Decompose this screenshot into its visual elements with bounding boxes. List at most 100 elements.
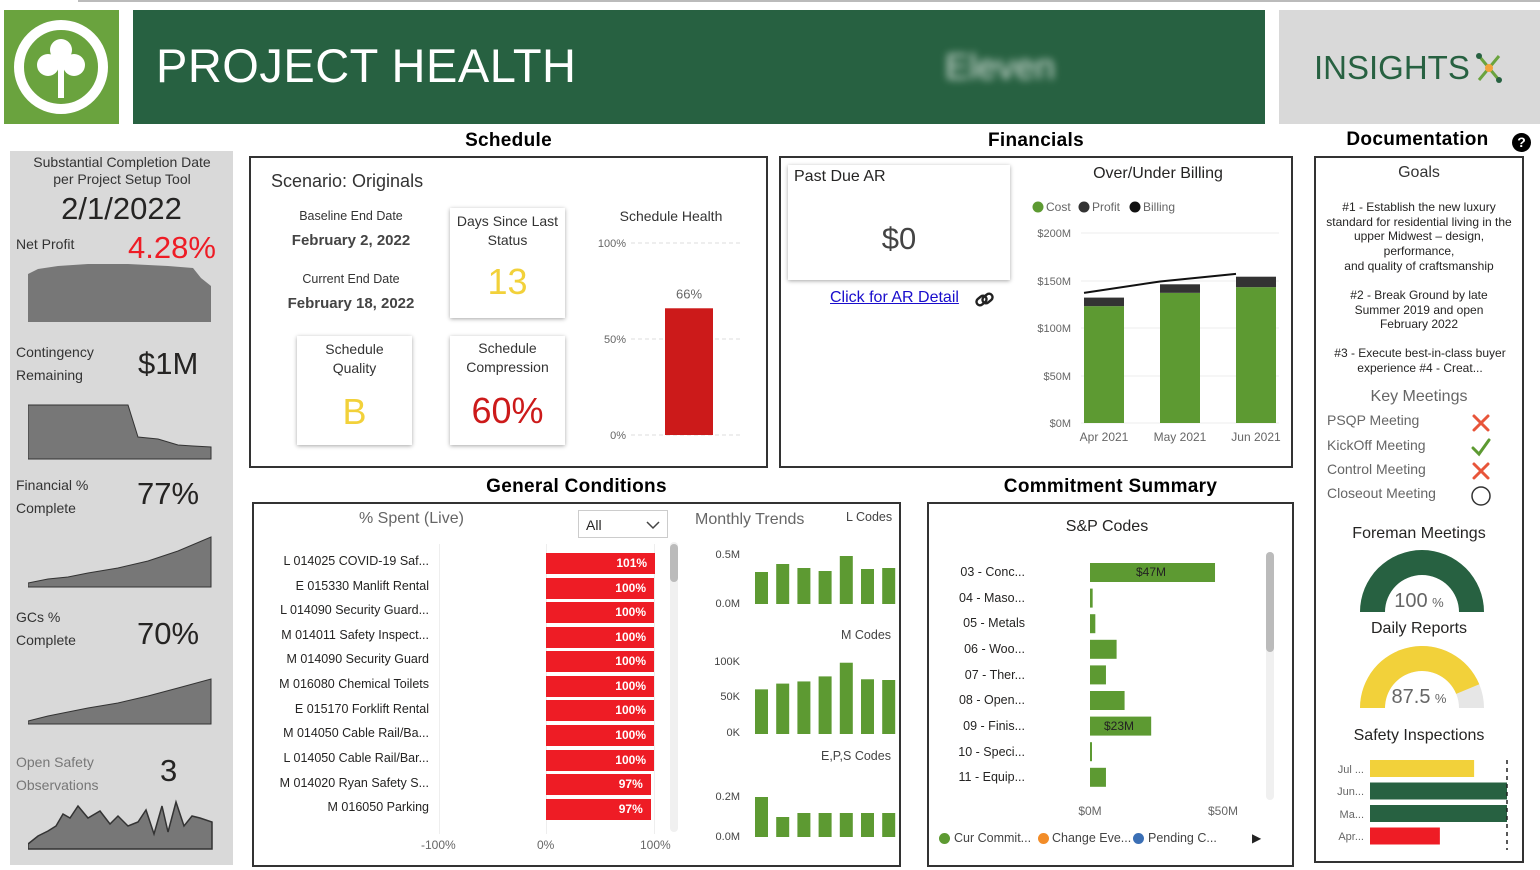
eps-codes-bar[interactable]	[882, 813, 896, 837]
l-codes-bar[interactable]	[797, 568, 811, 604]
commitment-panel: S&P Codes 03 - Conc... 04 - Maso... 05 -…	[927, 502, 1294, 867]
l-codes-bar[interactable]	[861, 569, 874, 604]
eps-codes-bar[interactable]	[861, 813, 874, 837]
m-codes-bar[interactable]	[839, 662, 853, 734]
over-under-billing-chart: Cost Profit Billing $200M $150M $100M $5…	[1032, 200, 1281, 444]
schedule-health-title: Schedule Health	[619, 208, 723, 224]
eps-codes-bar[interactable]	[839, 813, 853, 837]
gc-bar[interactable]: 100%	[546, 602, 654, 623]
eps-codes-bar[interactable]	[755, 797, 768, 837]
gc-bar[interactable]: 100%	[546, 651, 654, 672]
profit-bar[interactable]	[1084, 297, 1124, 307]
m-codes-bar[interactable]	[882, 680, 896, 734]
gc-bar[interactable]: 100%	[546, 750, 654, 771]
safety-inspection-bar[interactable]	[1370, 805, 1507, 822]
help-icon[interactable]: ?	[1512, 133, 1531, 152]
completion-label: Substantial Completion Date per Project …	[33, 154, 211, 187]
gc-bar[interactable]: 100%	[546, 676, 654, 697]
sp-bar[interactable]	[1090, 639, 1117, 659]
sp-scrollbar[interactable]	[1266, 552, 1274, 800]
sp-bar[interactable]	[1090, 716, 1152, 736]
foreman-gauge-value: 100 %	[1316, 590, 1522, 613]
safety-inspection-bar[interactable]	[1370, 760, 1475, 777]
legend-billing-marker	[1129, 201, 1141, 213]
billing-y-tick-0: $0M	[1050, 418, 1071, 430]
billing-x-tick-apr: Apr 2021	[1080, 430, 1129, 444]
sp-bar[interactable]	[1090, 665, 1106, 685]
eps-tick-top: 0.2M	[716, 791, 740, 803]
link-icon[interactable]	[974, 290, 996, 310]
gc-axis-hundred	[654, 544, 655, 834]
gc-scrollbar-thumb[interactable]	[670, 544, 678, 582]
gc-bar[interactable]: 101%	[546, 553, 656, 574]
check-mark-icon	[1471, 438, 1491, 457]
m-codes-bar[interactable]	[776, 683, 790, 734]
daily-gauge-value: 87.5 %	[1316, 686, 1522, 709]
l-codes-bar[interactable]	[882, 568, 896, 604]
l-codes-bar[interactable]	[755, 572, 768, 604]
cost-bar[interactable]	[1236, 287, 1276, 423]
cost-bar[interactable]	[1084, 306, 1124, 423]
chevron-down-icon	[646, 521, 660, 530]
gc-row-label: E 015170 Forklift Rental	[294, 702, 429, 716]
legend-next-arrow-icon[interactable]: ▶	[1252, 831, 1262, 845]
m-codes-bar[interactable]	[818, 676, 832, 734]
gc-x-tick-0: 0%	[537, 838, 555, 852]
cost-bar[interactable]	[1160, 292, 1200, 423]
schedule-health-bar[interactable]	[665, 308, 713, 435]
gc-row-label: M 014011 Safety Inspect...	[281, 628, 429, 642]
gc-bar[interactable]: 100%	[546, 725, 654, 746]
sp-row-label: 05 - Metals	[963, 616, 1025, 630]
l-codes-bar[interactable]	[839, 556, 853, 604]
safety-inspection-bar[interactable]	[1370, 827, 1440, 845]
gc-bar[interactable]: 100%	[546, 627, 654, 648]
sp-bar[interactable]	[1090, 691, 1125, 710]
sp-row-label: 07 - Ther...	[965, 668, 1025, 682]
legend-profit-marker	[1078, 201, 1090, 213]
gc-bar[interactable]: 97%	[546, 774, 651, 795]
foreman-value: 100	[1394, 590, 1428, 612]
sp-row-label: 06 - Woo...	[964, 642, 1025, 656]
l-codes-bar[interactable]	[818, 571, 832, 604]
l-tick-zero: 0.0M	[716, 598, 740, 610]
eps-codes-bar[interactable]	[776, 817, 790, 837]
sp-bar[interactable]	[1090, 563, 1216, 582]
sp-bar[interactable]	[1090, 588, 1093, 608]
past-due-ar-card: Past Due AR $0	[788, 165, 1010, 280]
sp-bar[interactable]	[1090, 614, 1096, 634]
financial-sparkline	[28, 536, 212, 588]
safety-inspection-bar[interactable]	[1370, 782, 1507, 800]
gc-filter-dropdown[interactable]: All	[578, 510, 668, 538]
gc-row-label: M 016080 Chemical Toilets	[279, 677, 429, 691]
x-mark-icon	[1472, 462, 1490, 480]
legend-pending-marker	[1133, 833, 1144, 844]
m-codes-bar[interactable]	[755, 689, 768, 734]
meeting-control-label: Control Meeting	[1327, 461, 1426, 477]
sp-row-label: 03 - Conc...	[960, 565, 1025, 579]
gcs-label-1: GCs %	[16, 609, 61, 625]
m-codes-bar[interactable]	[797, 681, 811, 734]
eps-codes-bar[interactable]	[818, 813, 832, 837]
sp-scrollbar-thumb[interactable]	[1266, 552, 1274, 652]
gc-row-label: M 016050 Parking	[327, 800, 429, 814]
ar-detail-link[interactable]: Click for AR Detail	[830, 289, 959, 306]
gc-bar[interactable]: 100%	[546, 578, 654, 599]
sp-bar[interactable]	[1090, 767, 1106, 787]
sp-bar[interactable]	[1090, 742, 1092, 762]
m-codes-bar[interactable]	[861, 679, 874, 734]
gc-scrollbar[interactable]	[670, 542, 678, 832]
l-codes-bar[interactable]	[776, 564, 790, 604]
eps-codes-bar[interactable]	[797, 813, 811, 837]
eps-tick-zero: 0.0M	[716, 831, 740, 843]
brand-name: INSIGHTS	[1314, 49, 1470, 86]
profit-bar[interactable]	[1160, 284, 1200, 293]
legend-billing-label: Billing	[1143, 200, 1175, 214]
daily-reports-title: Daily Reports	[1370, 620, 1468, 637]
empty-circle-icon	[1471, 486, 1491, 506]
gc-bar[interactable]: 97%	[546, 799, 651, 820]
gc-axis-zero	[439, 544, 440, 834]
gc-bar[interactable]: 100%	[546, 700, 654, 721]
gcs-value: 70%	[137, 616, 200, 651]
daily-unit: %	[1434, 691, 1447, 706]
profit-bar[interactable]	[1236, 276, 1276, 288]
